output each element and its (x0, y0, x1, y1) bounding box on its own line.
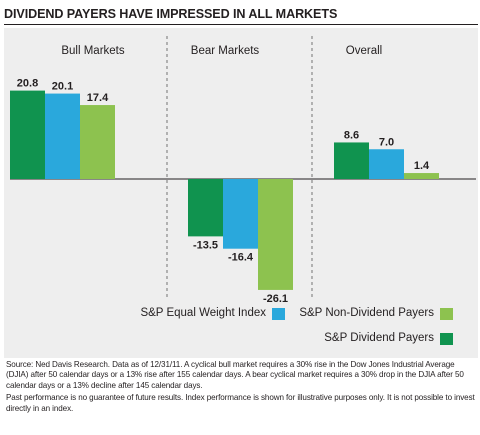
legend-label-sandp-dividend-payers: S&P Dividend Payers (324, 332, 434, 344)
disclaimer-note: Past performance is no guarantee of futu… (6, 393, 475, 413)
bar-sandp-non-dividend-payers-bear-markets (258, 179, 293, 290)
data-label-sandp-dividend-payers-overall: 8.6 (344, 129, 359, 141)
category-label-overall: Overall (346, 45, 382, 57)
legend-swatch-sandp-equal-weight-index (272, 308, 285, 320)
bars (10, 90, 439, 290)
data-label-sandp-dividend-payers-bear-markets: -13.5 (193, 239, 218, 251)
legend-swatch-sandp-non-dividend-payers (440, 308, 453, 320)
data-labels: 20.8 -13.5 8.6 20.1 -16.4 7.0 17.4 -26.1 1.4 (17, 78, 430, 305)
data-label-sandp-equal-weight-index-bear-markets: -16.4 (228, 252, 254, 264)
data-label-sandp-non-dividend-payers-bear-markets: -26.1 (263, 293, 288, 305)
legend-label-sandp-non-dividend-payers: S&P Non-Dividend Payers (299, 307, 434, 319)
data-label-sandp-equal-weight-index-bull-markets: 20.1 (52, 81, 73, 93)
legend-swatch-sandp-dividend-payers (440, 333, 453, 345)
data-label-sandp-non-dividend-payers-bull-markets: 17.4 (87, 92, 109, 104)
bar-sandp-equal-weight-index-bear-markets (223, 179, 258, 249)
bar-sandp-non-dividend-payers-overall (404, 173, 439, 179)
chart-panel: Bull Markets Bear Markets Overall 20.8 -13.… (4, 28, 478, 358)
category-labels: Bull Markets Bear Markets Overall (61, 45, 382, 57)
data-label-sandp-equal-weight-index-overall: 7.0 (379, 136, 394, 148)
bar-sandp-equal-weight-index-overall (369, 149, 404, 179)
bar-sandp-equal-weight-index-bull-markets (45, 93, 80, 179)
bar-sandp-non-dividend-payers-bull-markets (80, 105, 115, 179)
chart-title: DIVIDEND PAYERS HAVE IMPRESSED IN ALL MA… (4, 7, 338, 21)
bar-sandp-dividend-payers-bull-markets (10, 90, 45, 179)
data-label-sandp-non-dividend-payers-overall: 1.4 (414, 160, 430, 172)
bar-sandp-dividend-payers-overall (334, 142, 369, 179)
category-separators (166, 36, 313, 300)
bar-chart: Bull Markets Bear Markets Overall 20.8 -13.… (10, 36, 476, 345)
bar-sandp-dividend-payers-bear-markets (188, 179, 223, 237)
legend: S&P Equal Weight Index S&P Non-Dividend P… (140, 307, 453, 345)
data-label-sandp-dividend-payers-bull-markets: 20.8 (17, 78, 38, 90)
category-label-bull-markets: Bull Markets (61, 45, 125, 57)
source-note: Source: Ned Davis Research. Data as of 1… (6, 360, 464, 390)
footer-notes: Source: Ned Davis Research. Data as of 1… (6, 360, 476, 416)
category-label-bear-markets: Bear Markets (191, 45, 260, 57)
title-rule (4, 24, 478, 25)
legend-label-sandp-equal-weight-index: S&P Equal Weight Index (140, 307, 266, 319)
